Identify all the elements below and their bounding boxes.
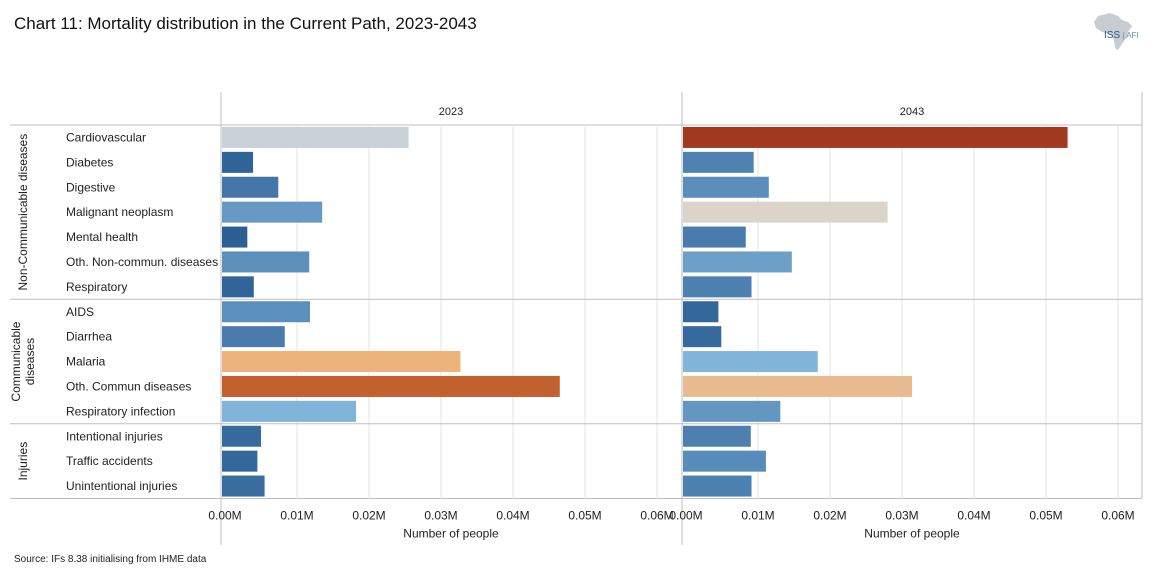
bar-2023 bbox=[222, 425, 261, 447]
bar-2043 bbox=[683, 375, 913, 397]
bar-2023 bbox=[222, 450, 258, 472]
category-label: Intentional injuries bbox=[66, 429, 163, 443]
x-tick-label: 0.00M bbox=[208, 509, 241, 523]
x-tick-label: 0.03M bbox=[885, 509, 918, 523]
category-label: Traffic accidents bbox=[66, 454, 153, 468]
category-label: Oth. Non-commun. diseases bbox=[66, 255, 218, 269]
x-tick-label: 0.04M bbox=[957, 509, 990, 523]
x-tick-label: 0.05M bbox=[1029, 509, 1062, 523]
category-label: Malignant neoplasm bbox=[66, 205, 173, 219]
bar-2023 bbox=[222, 226, 248, 248]
bar-2043 bbox=[683, 226, 746, 248]
category-label: Malaria bbox=[66, 355, 106, 369]
bar-2043 bbox=[683, 176, 769, 198]
panel-header: 2023 bbox=[439, 106, 463, 118]
bar-2043 bbox=[683, 301, 719, 323]
panel-header: 2043 bbox=[900, 106, 924, 118]
category-label: Respiratory bbox=[66, 280, 127, 294]
bar-2023 bbox=[222, 475, 265, 497]
bar-2043 bbox=[683, 276, 752, 298]
x-tick-label: 0.01M bbox=[280, 509, 313, 523]
bar-2043 bbox=[683, 425, 751, 447]
x-tick-label: 0.06M bbox=[1101, 509, 1134, 523]
bar-2043 bbox=[683, 126, 1068, 148]
chart-title: Chart 11: Mortality distribution in the … bbox=[14, 14, 477, 33]
x-tick-label: 0.00M bbox=[669, 509, 702, 523]
x-tick-label: 0.06M bbox=[640, 509, 673, 523]
category-label: Mental health bbox=[66, 230, 138, 244]
bar-2043 bbox=[683, 326, 722, 348]
bar-2023 bbox=[222, 301, 310, 323]
bar-2023 bbox=[222, 176, 279, 198]
category-label: Cardiovascular bbox=[66, 130, 146, 144]
bar-2043 bbox=[683, 251, 792, 273]
x-axis-label: Number of people bbox=[864, 527, 960, 541]
category-label: Respiratory infection bbox=[66, 404, 175, 418]
x-tick-label: 0.01M bbox=[741, 509, 774, 523]
category-label: Unintentional injuries bbox=[66, 479, 177, 493]
bar-2043 bbox=[683, 351, 818, 373]
x-tick-label: 0.02M bbox=[813, 509, 846, 523]
x-axis-label: Number of people bbox=[403, 527, 499, 541]
bar-2023 bbox=[222, 126, 409, 148]
category-label: Diabetes bbox=[66, 155, 113, 169]
bar-2043 bbox=[683, 475, 752, 497]
group-label: diseases bbox=[23, 338, 37, 385]
bar-2043 bbox=[683, 400, 781, 422]
category-label: AIDS bbox=[66, 305, 94, 319]
bar-2023 bbox=[222, 400, 357, 422]
bar-2023 bbox=[222, 326, 285, 348]
bar-2023 bbox=[222, 276, 254, 298]
bar-2043 bbox=[683, 151, 754, 173]
bar-2023 bbox=[222, 351, 461, 373]
x-tick-label: 0.04M bbox=[496, 509, 529, 523]
category-label: Diarrhea bbox=[66, 330, 112, 344]
source-note: Source: IFs 8.38 initialising from IHME … bbox=[14, 554, 207, 565]
brand-name: ISS bbox=[1104, 30, 1121, 41]
africa-map-icon bbox=[1094, 13, 1132, 50]
brand-logo: ISS | AFI bbox=[1104, 30, 1139, 41]
bar-2043 bbox=[683, 201, 888, 223]
bar-2023 bbox=[222, 251, 310, 273]
x-tick-label: 0.05M bbox=[568, 509, 601, 523]
category-label: Digestive bbox=[66, 180, 116, 194]
group-label: Communicable bbox=[9, 321, 23, 401]
group-label: Injuries bbox=[16, 442, 30, 481]
group-label: Non-Communicable diseases bbox=[16, 134, 30, 291]
bar-2023 bbox=[222, 201, 323, 223]
brand-sub: AFI bbox=[1126, 31, 1139, 40]
x-tick-label: 0.03M bbox=[424, 509, 457, 523]
bar-2023 bbox=[222, 151, 254, 173]
category-label: Oth. Commun diseases bbox=[66, 379, 191, 393]
x-tick-label: 0.02M bbox=[352, 509, 385, 523]
bar-2043 bbox=[683, 450, 766, 472]
bar-2023 bbox=[222, 375, 560, 397]
